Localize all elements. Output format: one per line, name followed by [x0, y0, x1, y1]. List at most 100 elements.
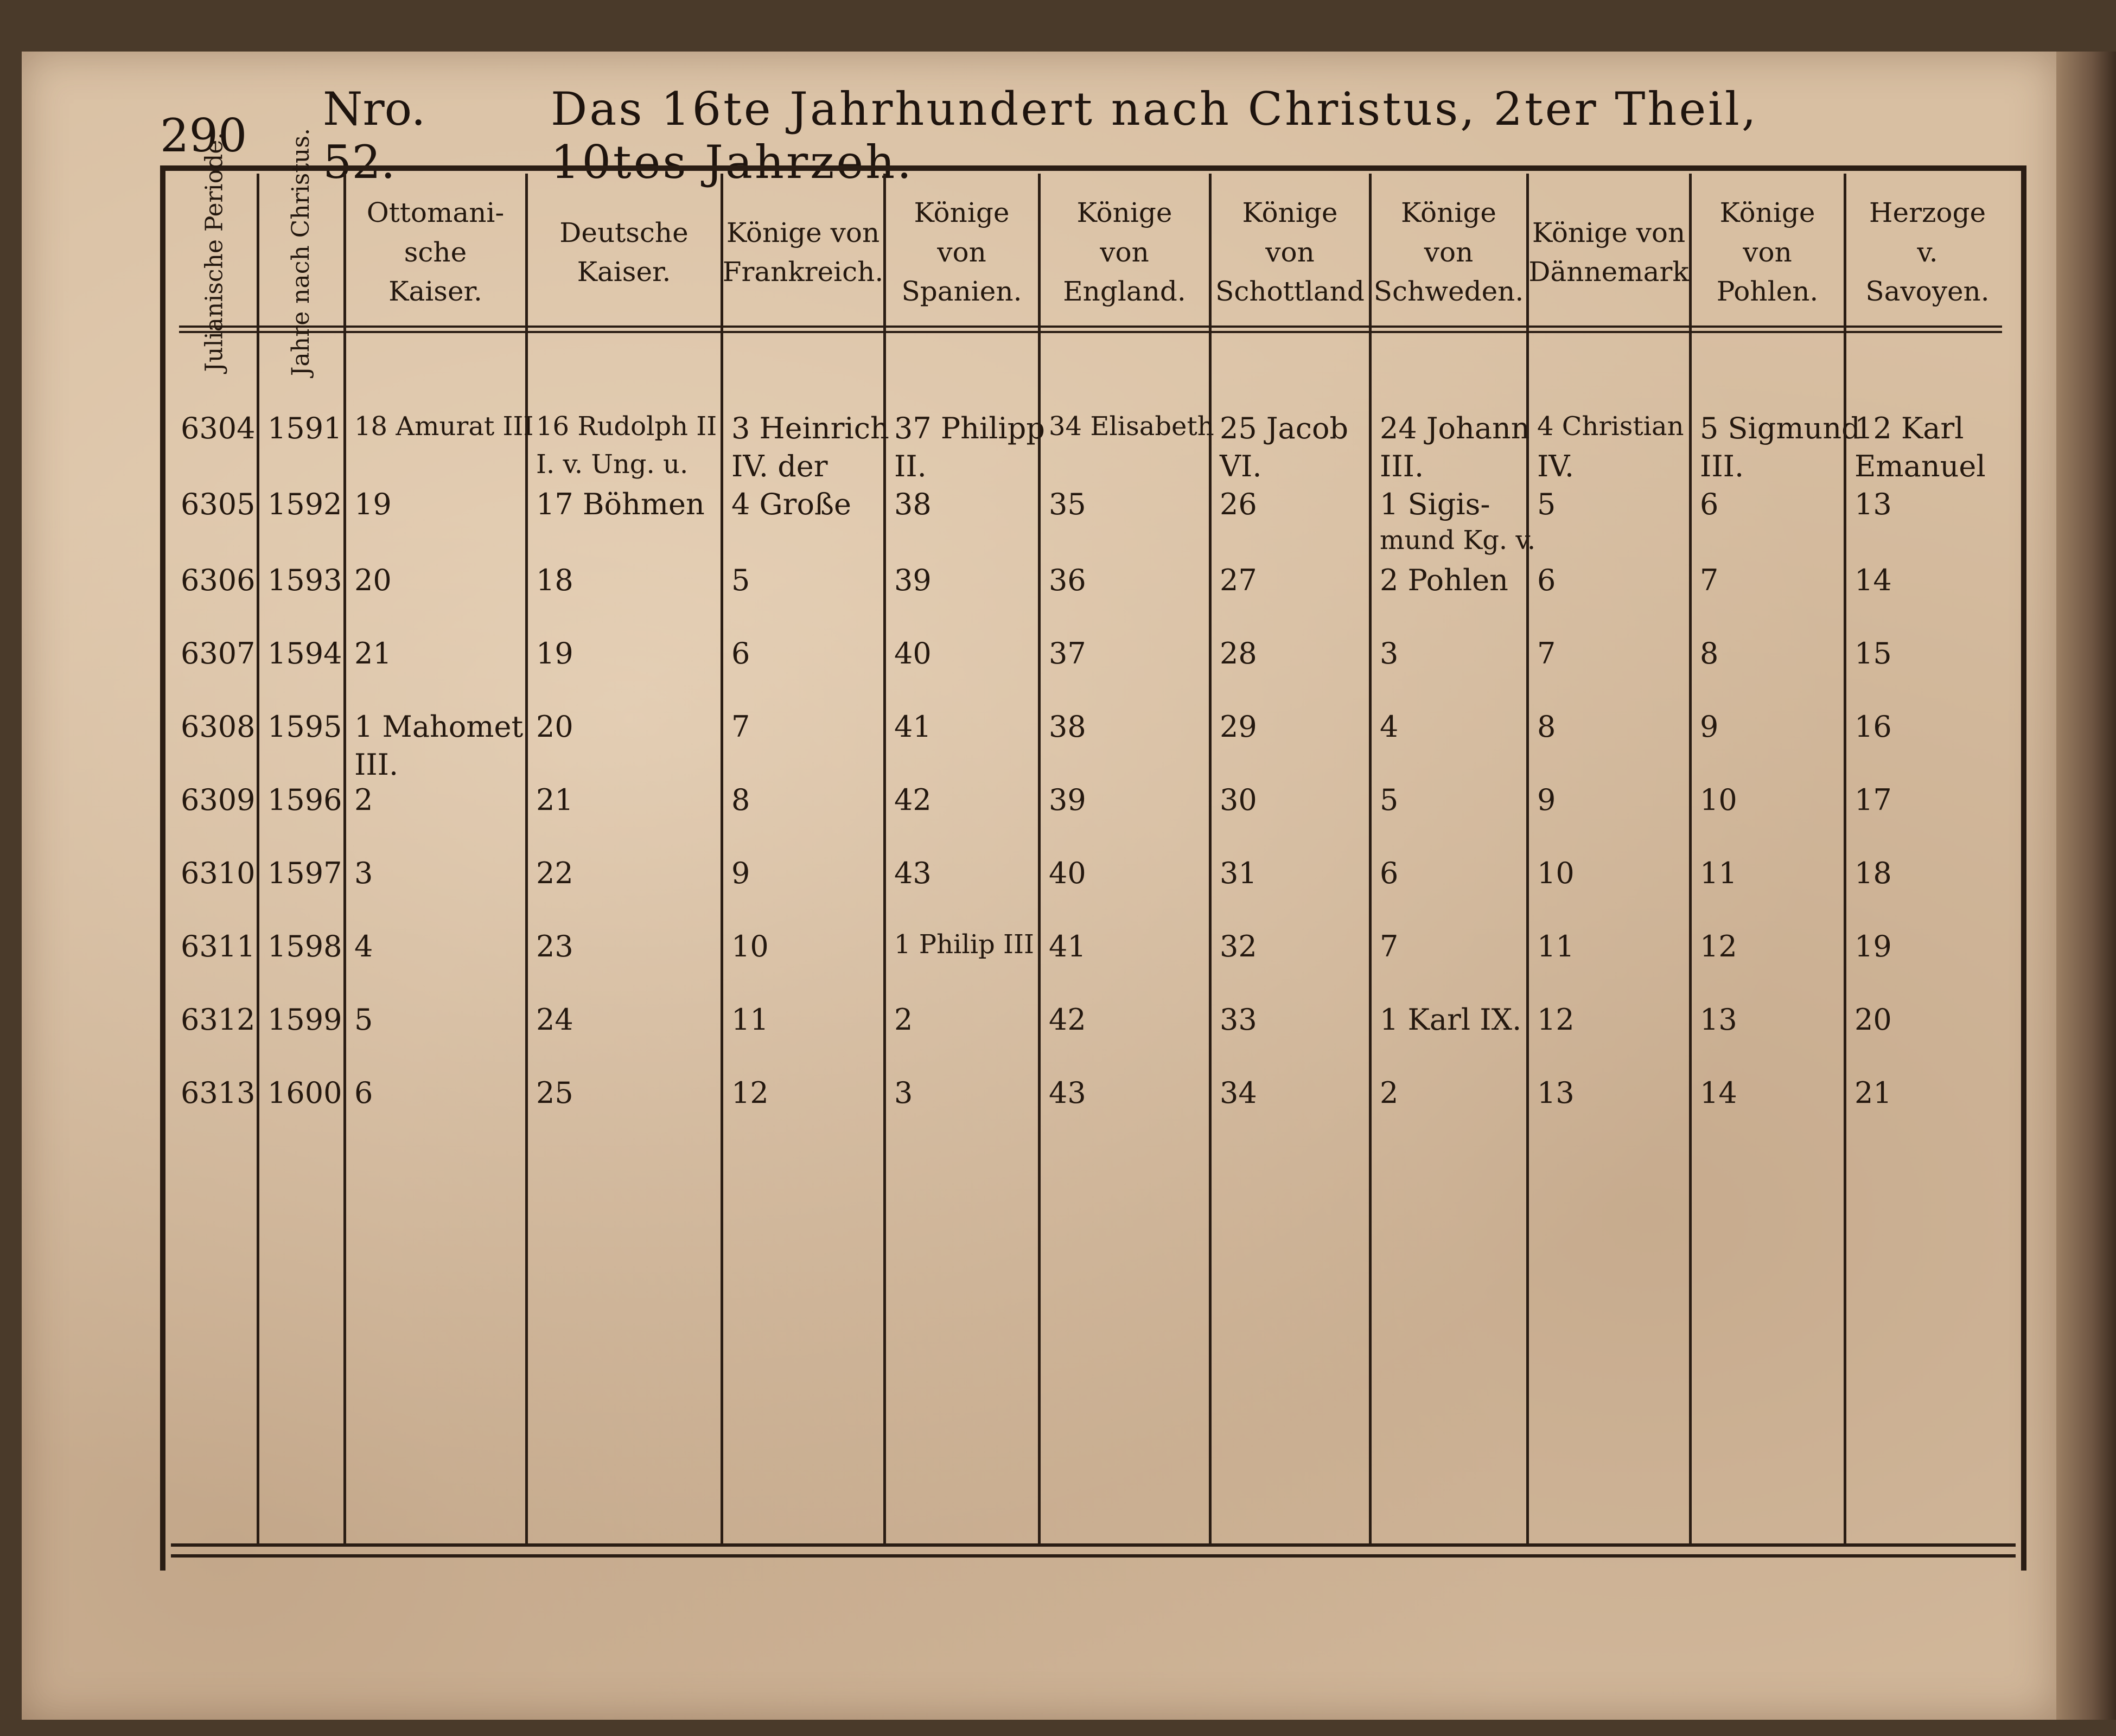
column-header-label: Könige von Schweden. [1373, 197, 1524, 308]
table-number: Nro. 52. [323, 82, 426, 189]
table-cell: 20 [536, 710, 573, 744]
column-rule [525, 174, 528, 1546]
table-cell: 30 [1220, 783, 1257, 817]
table-cell: 18 Amurat III [354, 411, 534, 442]
column-header-label: Ottomani-sche Kaiser. [366, 197, 505, 308]
table-cell: 7 [731, 710, 750, 744]
table-cell: 16 Rudolph II [536, 411, 717, 442]
table-cell: 1 Karl IX. [1380, 1003, 1522, 1037]
table-cell: 24 [536, 1003, 573, 1037]
table-cell: 6 [1380, 856, 1399, 890]
table-cell: 7 [1700, 563, 1719, 597]
column-rule [343, 174, 346, 1546]
table-cell: 3 [894, 1076, 913, 1110]
table-cell: 17 Böhmen [536, 487, 705, 521]
page-header: 290 Nro. 52. Das 16te Jahrhundert nach C… [160, 82, 1831, 189]
year-cell: 1599 [267, 1003, 342, 1037]
page-title: Das 16te Jahrhundert nach Christus, 2ter… [551, 82, 1758, 189]
table-cell: 6 [354, 1076, 373, 1110]
table-cell: 21 [1854, 1076, 1892, 1110]
table-cell: 12 [1700, 929, 1737, 963]
table-cell: 19 [1854, 929, 1892, 963]
table-cell: 3 [354, 856, 373, 890]
table-cell: 32 [1220, 929, 1257, 963]
column-rule [1844, 174, 1846, 1546]
table-cell: mund Kg. v. [1380, 525, 1536, 556]
table-cell: IV. [1537, 449, 1575, 483]
column-rule [1526, 174, 1529, 1546]
table-cell: 15 [1854, 636, 1892, 671]
year-cell: 1594 [267, 636, 342, 671]
column-rule [257, 174, 259, 1546]
table-cell: 5 [354, 1003, 373, 1037]
table-cell: 25 Jacob [1220, 411, 1349, 445]
table-cell: 43 [1049, 1076, 1086, 1110]
column-header: Könige von Pohlen. [1690, 184, 1845, 320]
column-rule [1209, 174, 1212, 1546]
table-cell: 2 [894, 1003, 913, 1037]
table-cell: 1 Sigis- [1380, 487, 1490, 521]
table-cell: 11 [1537, 929, 1575, 963]
year-cell: 6313 [181, 1076, 256, 1110]
year-cell: 1595 [267, 710, 342, 744]
table-cell: 19 [354, 487, 392, 521]
table-cell: 26 [1220, 487, 1257, 521]
table-cell: 2 [1380, 1076, 1399, 1110]
table-bottom-rule [171, 1543, 2016, 1558]
column-header: Julianische Periode. [171, 132, 258, 372]
table-cell: 4 [1380, 710, 1399, 744]
table-cell: 8 [1700, 636, 1719, 671]
table-cell: 4 Große [731, 487, 852, 521]
table-cell: 10 [731, 929, 769, 963]
table-cell: III. [1380, 449, 1424, 483]
table-cell: 20 [1854, 1003, 1892, 1037]
table-cell: 17 [1854, 783, 1892, 817]
table-cell: 5 [1537, 487, 1556, 521]
column-header-label: Jahre nach Christus. [287, 128, 315, 376]
table-cell: 37 Philipp [894, 411, 1045, 445]
table-cell: 37 [1049, 636, 1086, 671]
column-header-label: Könige von Frankreich. [722, 216, 884, 288]
column-header: Deutsche Kaiser. [526, 184, 722, 320]
table-frame [160, 165, 2026, 1571]
table-cell: 3 [1380, 636, 1399, 671]
table-cell: 31 [1220, 856, 1257, 890]
table-cell: 13 [1700, 1003, 1737, 1037]
table-cell: 9 [731, 856, 750, 890]
table-cell: 5 [1380, 783, 1399, 817]
table-cell: 42 [1049, 1003, 1086, 1037]
year-cell: 1593 [267, 563, 342, 597]
table-cell: 27 [1220, 563, 1257, 597]
year-cell: 6312 [181, 1003, 256, 1037]
table-cell: 10 [1700, 783, 1737, 817]
column-header: Könige von England. [1039, 184, 1210, 320]
table-cell: 6 [1700, 487, 1719, 521]
table-cell: 28 [1220, 636, 1257, 671]
table-cell: 2 Pohlen [1380, 563, 1508, 597]
table-cell: 6 [1537, 563, 1556, 597]
table-cell: 4 [354, 929, 373, 963]
table-cell: 13 [1537, 1076, 1575, 1110]
table-cell: II. [894, 449, 927, 483]
table-cell: 16 [1854, 710, 1892, 744]
table-cell: 9 [1700, 710, 1719, 744]
table-cell: 7 [1380, 929, 1399, 963]
table-cell: 24 Johann [1380, 411, 1530, 445]
column-header: Ottomani-sche Kaiser. [345, 184, 526, 320]
year-cell: 1598 [267, 929, 342, 963]
table-cell: 38 [894, 487, 932, 521]
column-header: Könige von Dännemark [1527, 184, 1690, 320]
header-separator [179, 326, 2002, 333]
column-header: Könige von Schottland [1210, 184, 1370, 320]
table-cell: 8 [731, 783, 750, 817]
column-rule [721, 174, 723, 1546]
column-header: Jahre nach Christus. [258, 128, 345, 376]
table-cell: 38 [1049, 710, 1086, 744]
year-cell: 6305 [181, 487, 256, 521]
table-cell: 18 [536, 563, 573, 597]
table-cell: 21 [354, 636, 392, 671]
column-header-label: Julianische Periode. [200, 132, 228, 372]
column-header-label: Deutsche Kaiser. [559, 216, 689, 288]
table-cell: 14 [1700, 1076, 1737, 1110]
table-cell: 6 [731, 636, 750, 671]
